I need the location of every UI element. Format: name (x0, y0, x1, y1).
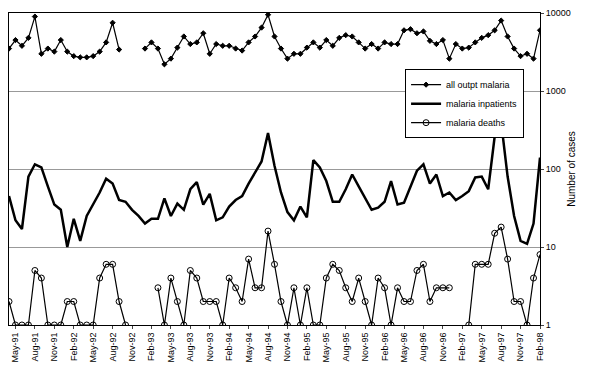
svg-text:Feb-94: Feb-94 (224, 333, 234, 362)
svg-text:all outpt malaria: all outpt malaria (446, 80, 510, 90)
svg-text:Feb-98: Feb-98 (535, 333, 545, 362)
svg-text:1000: 1000 (546, 86, 566, 96)
svg-text:Nov-95: Nov-95 (360, 333, 370, 362)
svg-text:10000: 10000 (546, 8, 571, 18)
svg-text:Aug-92: Aug-92 (108, 333, 118, 362)
svg-text:Aug-95: Aug-95 (341, 333, 351, 362)
svg-text:100: 100 (546, 164, 561, 174)
svg-text:Aug-97: Aug-97 (496, 333, 506, 362)
svg-text:Number of cases: Number of cases (566, 131, 577, 207)
svg-text:Nov-92: Nov-92 (127, 333, 137, 362)
svg-text:Feb-96: Feb-96 (380, 333, 390, 362)
svg-text:May-92: May-92 (88, 333, 98, 363)
svg-text:Nov-94: Nov-94 (282, 333, 292, 362)
svg-text:Aug-93: Aug-93 (185, 333, 195, 362)
svg-text:Aug-96: Aug-96 (418, 333, 428, 362)
svg-text:Feb-92: Feb-92 (69, 333, 79, 362)
svg-text:May-96: May-96 (399, 333, 409, 363)
svg-text:May-97: May-97 (477, 333, 487, 363)
svg-text:malaria inpatients: malaria inpatients (446, 99, 517, 109)
svg-text:May-95: May-95 (321, 333, 331, 363)
svg-text:Feb-93: Feb-93 (146, 333, 156, 362)
svg-text:Nov-91: Nov-91 (49, 333, 59, 362)
svg-text:May-93: May-93 (166, 333, 176, 363)
svg-text:Nov-96: Nov-96 (438, 333, 448, 362)
svg-text:May-94: May-94 (244, 333, 254, 363)
svg-text:Aug-94: Aug-94 (263, 333, 273, 362)
svg-text:Aug-91: Aug-91 (30, 333, 40, 362)
svg-text:May-91: May-91 (10, 333, 20, 363)
svg-text:Feb-95: Feb-95 (302, 333, 312, 362)
svg-text:Nov-93: Nov-93 (205, 333, 215, 362)
svg-text:1: 1 (546, 320, 551, 330)
svg-text:malaria deaths: malaria deaths (446, 118, 506, 128)
svg-text:Feb-97: Feb-97 (457, 333, 467, 362)
svg-text:10: 10 (546, 242, 556, 252)
svg-text:Nov-97: Nov-97 (515, 333, 525, 362)
